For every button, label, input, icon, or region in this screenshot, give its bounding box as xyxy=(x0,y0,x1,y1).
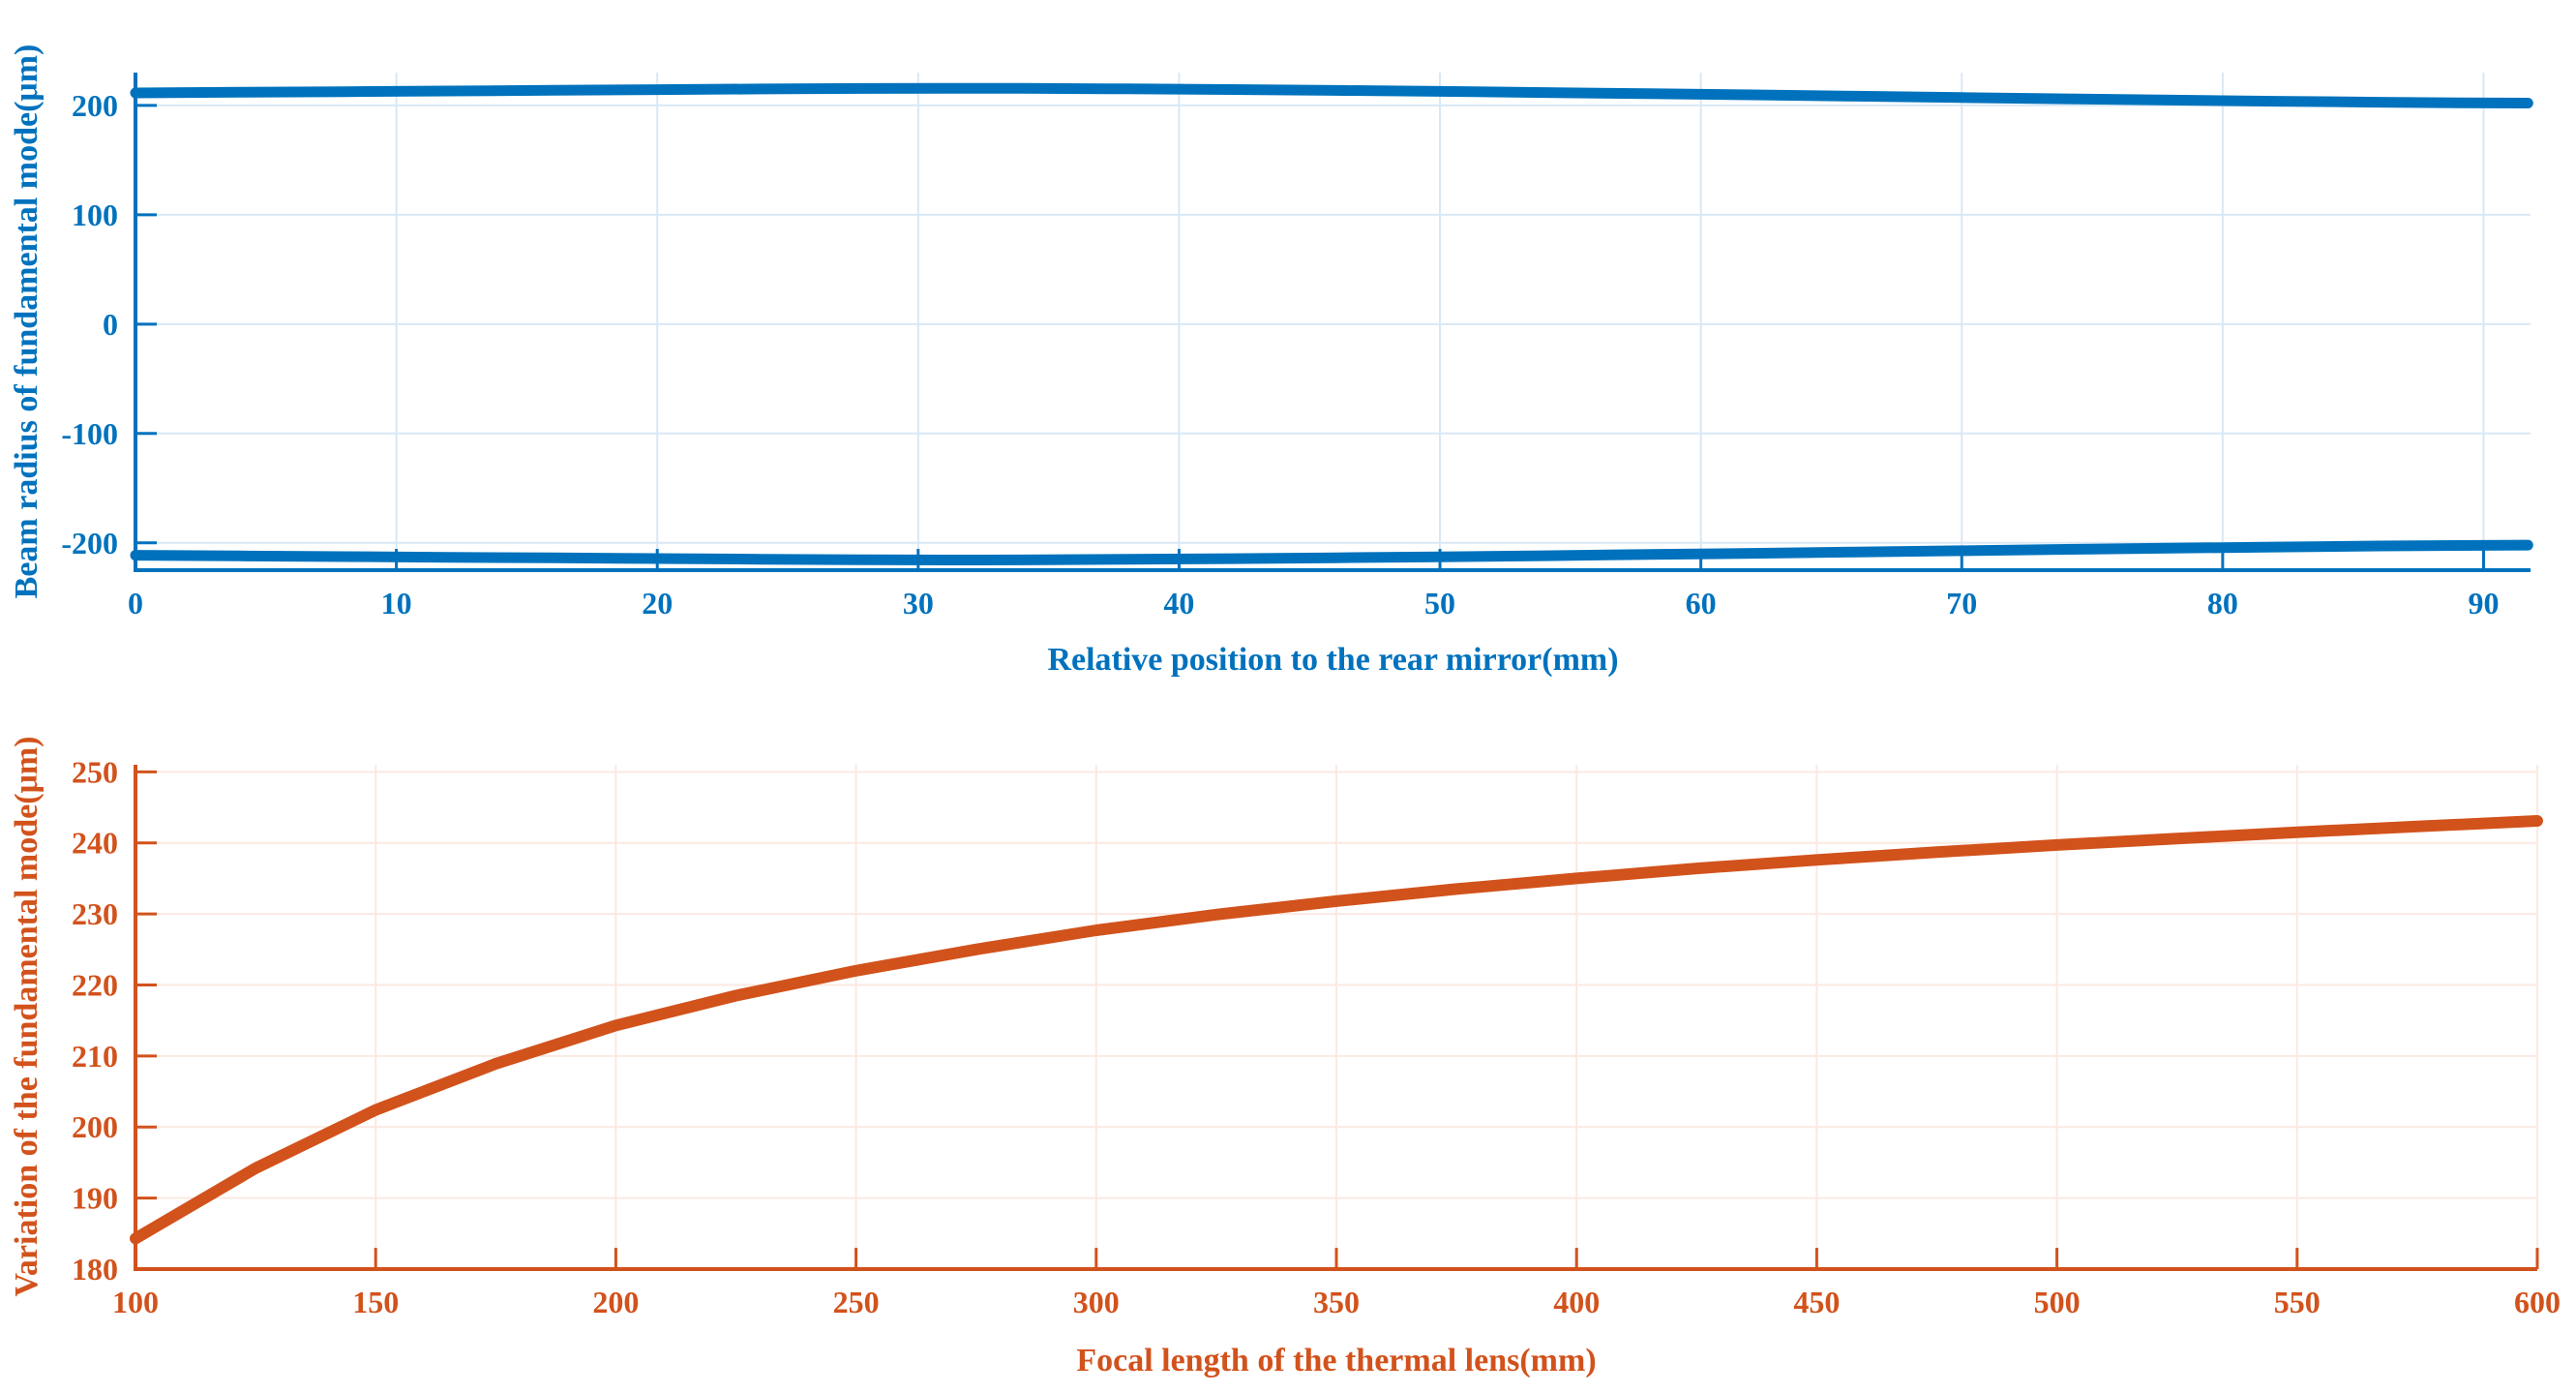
x-tick-label: 100 xyxy=(112,1285,159,1319)
mode-variation-x-axis-title: Focal length of the thermal lens(mm) xyxy=(1076,1343,1597,1378)
x-tick-label: 10 xyxy=(381,586,412,621)
x-tick-label: 20 xyxy=(642,586,673,621)
mode-variation-chart: 100 150 200 250 300 350 400 450 500 550 600 180 190 2… xyxy=(0,678,2576,1393)
y-tick-label: 0 xyxy=(103,307,118,342)
beam-radius-chart-canvas: 0 10 20 30 40 50 60 70 80 90 -200 -100 0 100 200 xyxy=(61,73,2533,621)
y-tick-label: 230 xyxy=(72,896,118,931)
x-tick-label: 50 xyxy=(1424,586,1455,621)
y-tick-label: -200 xyxy=(61,526,118,560)
x-tick-label: 150 xyxy=(352,1285,399,1319)
y-tick-label: 180 xyxy=(72,1252,118,1287)
x-tick-label: 550 xyxy=(2274,1285,2321,1319)
x-tick-label: 200 xyxy=(592,1285,639,1319)
y-tick-label: 200 xyxy=(72,88,118,123)
y-tick-label: 220 xyxy=(72,967,118,1002)
y-tick-label: -100 xyxy=(61,416,118,451)
x-tick-label: 40 xyxy=(1163,586,1194,621)
x-tick-label: 90 xyxy=(2468,586,2499,621)
y-tick-label: 100 xyxy=(72,197,118,232)
mode-variation-chart-canvas: 100 150 200 250 300 350 400 450 500 550 600 180 190 2… xyxy=(72,754,2561,1319)
x-tick-label: 70 xyxy=(1946,586,1977,621)
beam-radius-chart: 0 10 20 30 40 50 60 70 80 90 -200 -100 0 100 200 Relat… xyxy=(0,0,2576,678)
y-tick-label: 240 xyxy=(72,826,118,861)
y-tick-label: 210 xyxy=(72,1039,118,1074)
x-tick-label: 0 xyxy=(128,586,143,621)
x-tick-label: 300 xyxy=(1073,1285,1120,1319)
x-tick-label: 80 xyxy=(2207,586,2238,621)
x-tick-label: 600 xyxy=(2514,1285,2561,1319)
y-tick-label: 190 xyxy=(72,1181,118,1216)
x-tick-label: 60 xyxy=(1686,586,1717,621)
series-line-0 xyxy=(130,815,2543,1245)
y-tick-label: 250 xyxy=(72,754,118,789)
x-tick-label: 450 xyxy=(1793,1285,1840,1319)
y-tick-label: 200 xyxy=(72,1109,118,1144)
series-line-1 xyxy=(130,539,2533,565)
x-tick-label: 250 xyxy=(833,1285,880,1319)
beam-radius-x-axis-title: Relative position to the rear mirror(mm) xyxy=(1047,642,1619,678)
x-tick-label: 500 xyxy=(2034,1285,2081,1319)
series-line-0 xyxy=(130,82,2533,108)
x-tick-label: 400 xyxy=(1553,1285,1600,1319)
x-tick-label: 350 xyxy=(1313,1285,1360,1319)
mode-variation-y-axis-title: Variation of the fundamental mode(μm) xyxy=(9,736,45,1297)
x-tick-label: 30 xyxy=(903,586,934,621)
